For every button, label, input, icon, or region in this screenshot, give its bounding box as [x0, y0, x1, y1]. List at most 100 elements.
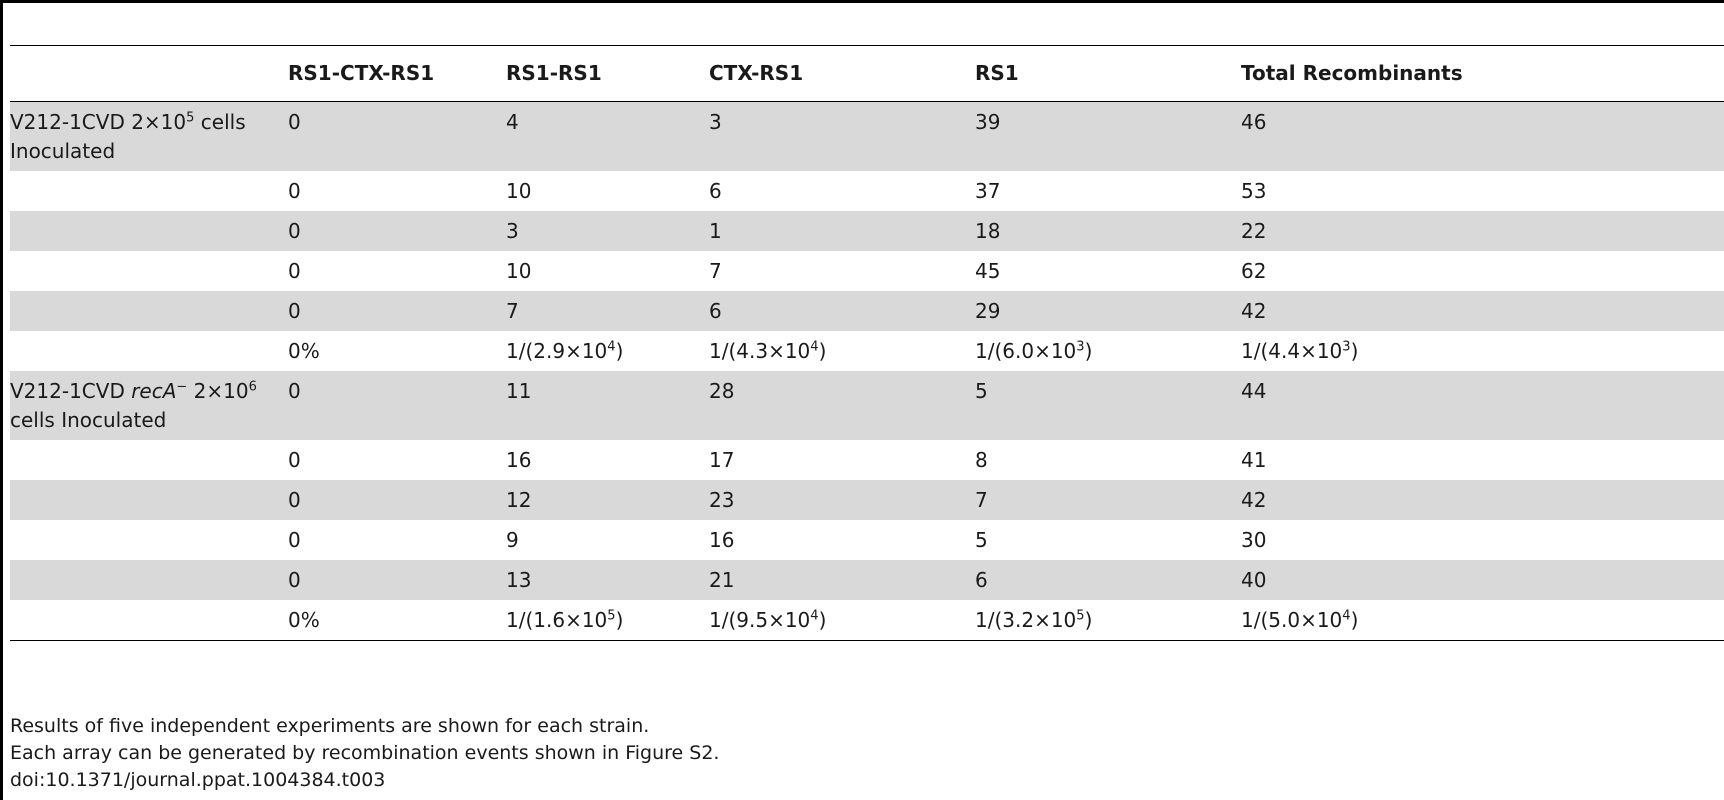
- footnote-line: Results of five independent experiments …: [10, 715, 650, 737]
- header-cell-strain: [10, 45, 288, 102]
- table-cell: 6: [709, 179, 722, 203]
- table-cell: 12: [506, 480, 709, 520]
- frequency-cell: 1/(6.0×103): [975, 331, 1241, 371]
- table-cell: 3: [506, 211, 709, 251]
- results-table: RS1-CTX-RS1 RS1-RS1 CTX-RS1 RS1 Total Re…: [10, 45, 1724, 641]
- strain-label-suffix: cells Inoculated: [10, 110, 246, 163]
- frequency-cell: 1/(5.0×104): [1241, 600, 1724, 641]
- table-cell-empty: [10, 520, 288, 560]
- table-cell: 4: [506, 101, 709, 171]
- table-cell: 22: [1241, 211, 1724, 251]
- table-row: V212-1CVD recA− 2×106 cells Inoculated 0…: [10, 371, 1724, 440]
- header-cell-rs1: RS1: [975, 45, 1241, 102]
- freq-base: 1/(4.4×10: [1241, 339, 1343, 363]
- table-row: 0 10 7 45 62: [10, 251, 1724, 291]
- strain-label-minus: −: [176, 379, 188, 395]
- table-cell-empty: [10, 480, 288, 520]
- footnote-line: Each array can be generated by recombina…: [10, 742, 720, 764]
- table-cell: 42: [1241, 291, 1724, 331]
- strain-label-wt: V212-1CVD 2×105 cells Inoculated: [10, 101, 288, 171]
- header-cell-ctx-rs1: CTX-RS1: [709, 45, 975, 102]
- table-cell-empty: [10, 251, 288, 291]
- frequency-cell: 1/(1.6×105): [506, 600, 709, 641]
- table-cell: 28: [709, 371, 975, 440]
- table-cell-empty: [10, 171, 288, 211]
- freq-end: ): [1350, 608, 1359, 632]
- table-cell-empty: [10, 211, 288, 251]
- strain-label-exponent: 5: [186, 110, 195, 126]
- table-cell: 13: [506, 560, 709, 600]
- table-cell: 23: [709, 480, 975, 520]
- freq-base: 1/(9.5×10: [709, 608, 811, 632]
- table-cell: 45: [975, 259, 1001, 283]
- table-cell: 7: [506, 291, 709, 331]
- freq-end: ): [818, 339, 827, 363]
- table-cell: 0: [288, 528, 301, 552]
- freq-base: 1/(4.3×10: [709, 339, 811, 363]
- table-cell: 8: [975, 448, 988, 472]
- table-cell: 0: [288, 291, 506, 331]
- freq-base: 1/(3.2×10: [975, 608, 1077, 632]
- freq-base: 1/(1.6×10: [506, 608, 608, 632]
- table-cell: 6: [709, 291, 975, 331]
- table-body: V212-1CVD 2×105 cells Inoculated 0 4 3 3…: [10, 101, 1724, 641]
- table-cell: 9: [506, 528, 519, 552]
- table-cell: 17: [709, 448, 735, 472]
- left-border: [0, 0, 3, 800]
- table-cell: 29: [975, 291, 1241, 331]
- freq-exponent: 5: [1076, 608, 1085, 624]
- freq-exponent: 4: [607, 339, 616, 355]
- frequency-row: 0% 1/(1.6×105) 1/(9.5×104) 1/(3.2×105) 1…: [10, 600, 1724, 641]
- freq-exponent: 5: [607, 608, 616, 624]
- table-cell-empty: [10, 560, 288, 600]
- header-row: RS1-CTX-RS1 RS1-RS1 CTX-RS1 RS1 Total Re…: [10, 45, 1724, 102]
- table-row: 0 10 6 37 53: [10, 171, 1724, 211]
- table-cell: 1: [709, 211, 975, 251]
- results-table-container: RS1-CTX-RS1 RS1-RS1 CTX-RS1 RS1 Total Re…: [10, 45, 1724, 641]
- table-cell-empty: [10, 331, 288, 371]
- freq-end: ): [615, 339, 624, 363]
- table-row: 0 7 6 29 42: [10, 291, 1724, 331]
- table-cell: 46: [1241, 101, 1724, 171]
- table-cell: 62: [1241, 259, 1267, 283]
- table-cell: 0: [288, 179, 301, 203]
- freq-end: ): [818, 608, 827, 632]
- table-cell: 16: [709, 528, 735, 552]
- table-cell: 6: [975, 560, 1241, 600]
- header-cell-rs1-ctx-rs1: RS1-CTX-RS1: [288, 45, 506, 102]
- table-cell: 7: [709, 259, 722, 283]
- table-cell-empty: [10, 600, 288, 641]
- freq-end: ): [1084, 608, 1093, 632]
- table-header: RS1-CTX-RS1 RS1-RS1 CTX-RS1 RS1 Total Re…: [10, 45, 1724, 102]
- table-cell: 44: [1241, 371, 1724, 440]
- table-footnotes: Results of five independent experiments …: [10, 713, 719, 794]
- strain-label-suffix: cells Inoculated: [10, 408, 167, 432]
- doi-text: doi:10.1371/journal.ppat.1004384.t003: [10, 769, 386, 791]
- table-row: 0 13 21 6 40: [10, 560, 1724, 600]
- freq-exponent: 4: [810, 339, 819, 355]
- freq-base: 1/(6.0×10: [975, 339, 1077, 363]
- table-cell: 3: [709, 101, 975, 171]
- table-cell: 37: [975, 179, 1001, 203]
- table-cell: 41: [1241, 448, 1267, 472]
- strain-label-text: V212-1CVD: [10, 379, 132, 403]
- table-cell: 0: [288, 448, 301, 472]
- frequency-cell: 1/(9.5×104): [709, 600, 975, 641]
- table-cell: 0: [288, 259, 301, 283]
- table-row: V212-1CVD 2×105 cells Inoculated 0 4 3 3…: [10, 101, 1724, 171]
- strain-label-gene: recA: [131, 379, 177, 403]
- table-cell: 16: [506, 448, 532, 472]
- frequency-cell: 1/(4.4×103): [1241, 331, 1724, 371]
- table-cell: 21: [709, 560, 975, 600]
- table-cell: 39: [975, 101, 1241, 171]
- table-cell: 53: [1241, 179, 1267, 203]
- table-cell: 7: [975, 480, 1241, 520]
- freq-end: ): [1350, 339, 1359, 363]
- table-cell-empty: [10, 440, 288, 480]
- table-row: 0 16 17 8 41: [10, 440, 1724, 480]
- freq-exponent: 4: [1342, 608, 1351, 624]
- freq-end: ): [615, 608, 624, 632]
- freq-end: ): [1084, 339, 1093, 363]
- table-cell: 18: [975, 211, 1241, 251]
- freq-exponent: 4: [810, 608, 819, 624]
